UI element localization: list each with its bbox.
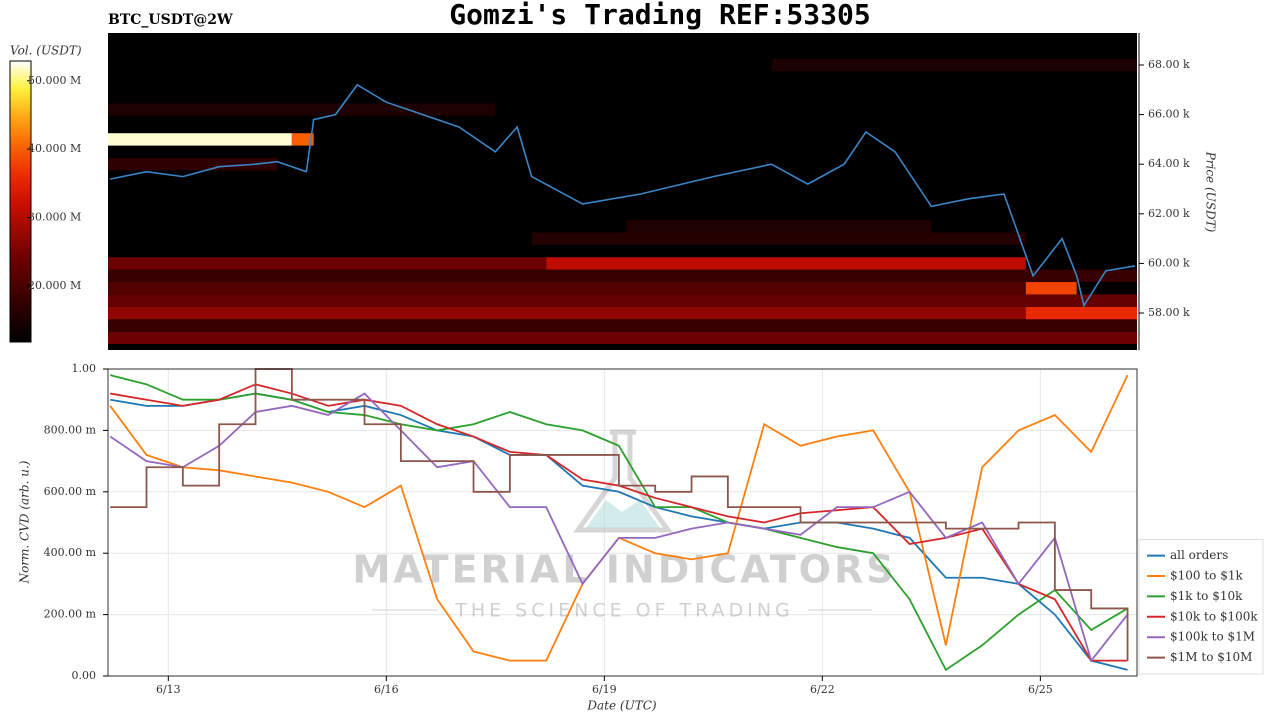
heat-cell bbox=[291, 133, 314, 146]
y-tick-label: 800.00 m bbox=[44, 423, 97, 436]
colorbar bbox=[9, 60, 32, 343]
watermark: MATERIAL INDICATORS bbox=[352, 548, 896, 592]
watermark-icon bbox=[573, 429, 673, 533]
x-tick-label: 6/13 bbox=[156, 683, 181, 696]
y-tick-label: 66.00 k bbox=[1148, 108, 1190, 121]
colorbar-tick-label: 30.000 M bbox=[28, 211, 81, 224]
heat-cell bbox=[108, 269, 1137, 283]
colorbar-tick-label: 20.000 M bbox=[28, 279, 81, 292]
y-axis-label: Norm. CVD (arb. u.) bbox=[18, 460, 32, 584]
x-tick-label: 6/19 bbox=[592, 683, 617, 696]
x-tick-label: 6/16 bbox=[374, 683, 399, 696]
heat-cell bbox=[108, 158, 278, 171]
legend-label: $1k to $10k bbox=[1170, 589, 1243, 603]
legend-label: $100k to $1M bbox=[1170, 630, 1255, 644]
x-tick-label: 6/22 bbox=[810, 683, 835, 696]
series-line bbox=[109, 374, 1129, 672]
colorbar-tick-label: 50.000 M bbox=[28, 74, 81, 87]
legend-box bbox=[1138, 539, 1264, 675]
y-tick-label: 60.00 k bbox=[1148, 256, 1190, 269]
heat-cell bbox=[108, 257, 547, 270]
chart-title: Gomzi's Trading REF:53305 bbox=[449, 0, 870, 31]
y-tick-label: 1.00 bbox=[72, 362, 97, 375]
series-line bbox=[110, 368, 1129, 661]
watermark: THE SCIENCE OF TRADING bbox=[454, 600, 794, 622]
legend-label: $1M to $10M bbox=[1170, 650, 1252, 664]
axes-frame bbox=[107, 368, 1138, 677]
heat-cell bbox=[108, 103, 496, 116]
heat-cell bbox=[531, 232, 1026, 245]
heat-cell bbox=[108, 331, 1137, 345]
y-tick-label: 62.00 k bbox=[1148, 207, 1190, 220]
heat-cell bbox=[626, 220, 932, 233]
heat-cell bbox=[108, 306, 1137, 320]
subtitle: BTC_USDT@2W bbox=[108, 12, 233, 28]
legend-label: $10k to $100k bbox=[1170, 609, 1258, 623]
y-tick-label: 200.00 m bbox=[44, 608, 97, 621]
heat-cell bbox=[108, 282, 1026, 295]
heat-cell bbox=[771, 58, 1137, 72]
heat-cell bbox=[1025, 306, 1137, 320]
heat-cell bbox=[108, 319, 1137, 332]
legend-label: all orders bbox=[1170, 548, 1228, 562]
legend-label: $100 to $1k bbox=[1170, 569, 1243, 583]
colorbar-tick-label: 40.000 M bbox=[28, 142, 81, 155]
y-tick-label: 0.00 bbox=[72, 669, 97, 682]
colorbar-label: Vol. (USDT) bbox=[10, 44, 82, 58]
y-tick-label: 68.00 k bbox=[1148, 58, 1190, 71]
heat-cell bbox=[1025, 282, 1077, 295]
heat-cell bbox=[546, 257, 1026, 270]
x-axis-label: Date (UTC) bbox=[586, 699, 656, 713]
y-tick-label: 400.00 m bbox=[44, 546, 97, 559]
heat-cell bbox=[108, 294, 1137, 307]
y-tick-label: 64.00 k bbox=[1148, 157, 1190, 170]
y-tick-label: 58.00 k bbox=[1148, 306, 1190, 319]
price-line bbox=[110, 83, 1135, 308]
watermark-icon bbox=[586, 500, 660, 528]
x-tick-label: 6/25 bbox=[1028, 683, 1053, 696]
y-tick-label: 600.00 m bbox=[44, 485, 97, 498]
heat-cell bbox=[108, 133, 292, 146]
y-axis-label: Price (USDT) bbox=[1204, 151, 1218, 233]
series-line bbox=[109, 392, 1129, 663]
